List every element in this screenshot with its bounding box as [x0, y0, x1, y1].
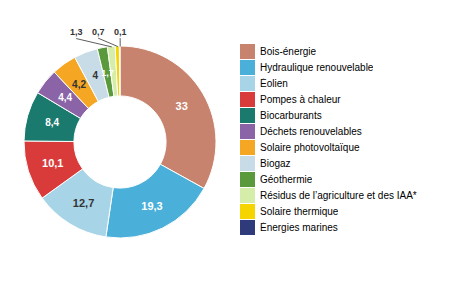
- svg-text:4: 4: [92, 70, 98, 81]
- html-text:Géothermie: Géothermie: [260, 173, 313, 185]
- html-text:Bois-énergie: Bois-énergie: [260, 45, 317, 57]
- svg-text:0,7: 0,7: [92, 27, 105, 37]
- svg-text:19,3: 19,3: [141, 200, 162, 212]
- svg-text:10,1: 10,1: [42, 157, 63, 169]
- html-text:Biocarburants: Biocarburants: [260, 109, 322, 121]
- html-text:Déchets renouvelables: Déchets renouvelables: [260, 125, 362, 137]
- html-text:Solaire photovoltaïque: Solaire photovoltaïque: [260, 141, 360, 153]
- svg-text:4,2: 4,2: [72, 79, 86, 90]
- html-text:Pompes à chaleur: Pompes à chaleur: [260, 93, 341, 105]
- html-text:Hydraulique renouvelable: Hydraulique renouvelable: [260, 61, 374, 73]
- html-text:Énergies marines: Énergies marines: [260, 221, 338, 233]
- svg-text:8,4: 8,4: [45, 117, 59, 128]
- html-text:Éolien: Éolien: [260, 77, 288, 89]
- svg-text:1,7: 1,7: [101, 68, 114, 78]
- svg-text:1,3: 1,3: [70, 27, 83, 37]
- svg-text:33: 33: [176, 100, 188, 112]
- svg-text:0,1: 0,1: [114, 27, 127, 37]
- svg-text:4,4: 4,4: [58, 92, 72, 103]
- html-text:Solaire thermique: Solaire thermique: [260, 205, 339, 217]
- html-text:Résidus de l’agriculture et de: Résidus de l’agriculture et des IAA*: [260, 189, 417, 201]
- svg-text:12,7: 12,7: [73, 197, 94, 209]
- html-text:Biogaz: Biogaz: [260, 157, 291, 169]
